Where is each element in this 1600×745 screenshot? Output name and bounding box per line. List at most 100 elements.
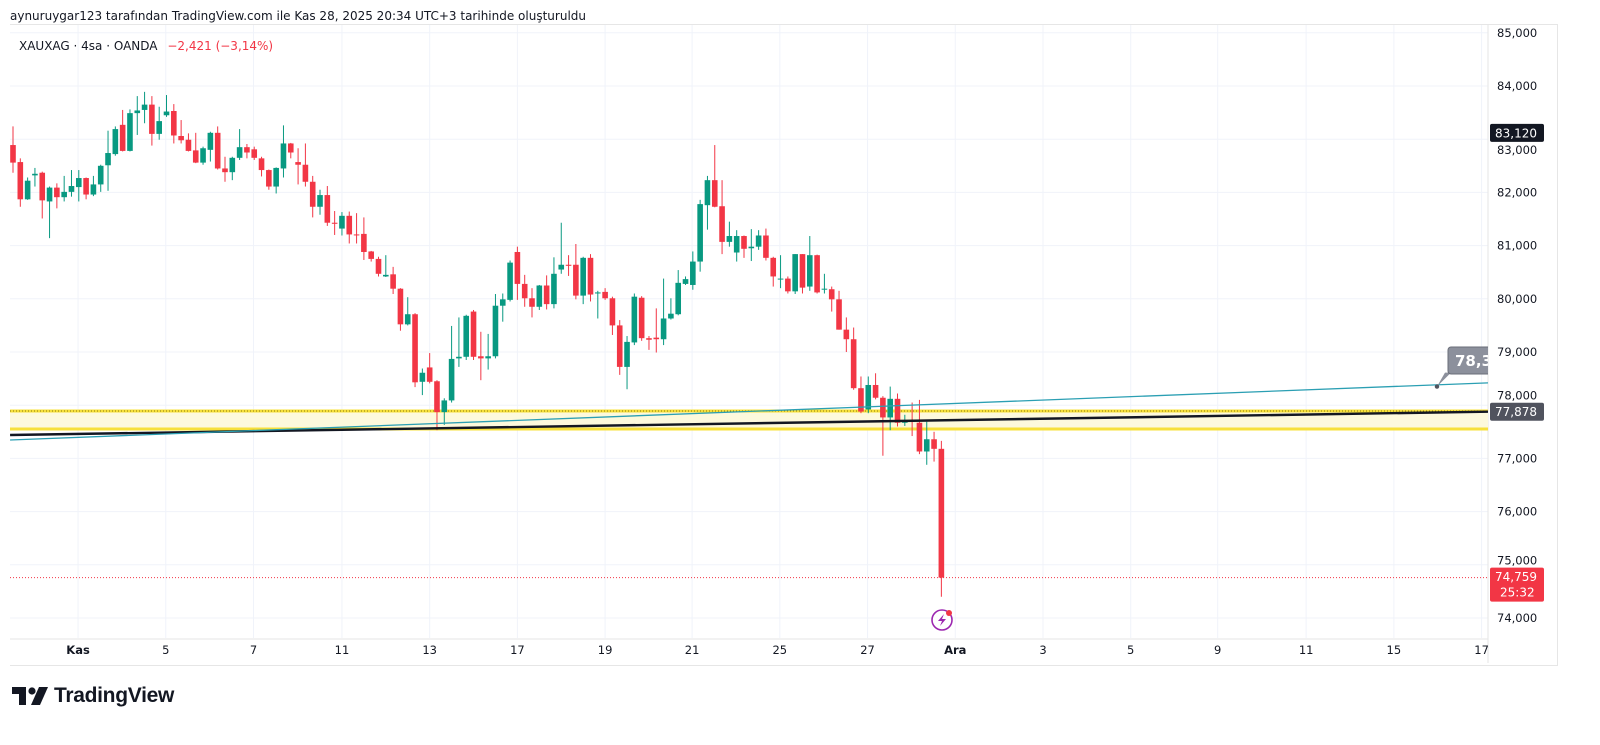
candle-body bbox=[726, 236, 733, 242]
time-tick-label: 7 bbox=[250, 643, 257, 657]
candle-body bbox=[938, 448, 945, 578]
candle bbox=[61, 175, 67, 202]
candle-body bbox=[573, 264, 579, 296]
candle bbox=[75, 170, 82, 202]
candle-body bbox=[609, 298, 616, 326]
teal-trendline[interactable] bbox=[10, 382, 1488, 441]
candle-body bbox=[653, 337, 660, 340]
candle-body bbox=[777, 278, 784, 280]
candle-body bbox=[478, 356, 484, 359]
candle bbox=[931, 431, 937, 462]
price-tick-label: 82,000 bbox=[1497, 185, 1537, 199]
trendline-price-label-box bbox=[1490, 402, 1544, 421]
candle-body bbox=[390, 274, 396, 289]
candle-body bbox=[646, 338, 652, 340]
tradingview-logo[interactable]: TradingView bbox=[12, 684, 174, 708]
candle bbox=[397, 288, 404, 331]
candle bbox=[551, 257, 557, 309]
candle-body bbox=[361, 233, 367, 252]
candle-body bbox=[543, 285, 550, 305]
price-tick-label: 85,000 bbox=[1497, 26, 1537, 40]
price-tick-label: 76,000 bbox=[1497, 505, 1537, 519]
candle-body bbox=[463, 315, 470, 357]
candle-body bbox=[602, 291, 608, 299]
candle bbox=[660, 278, 667, 346]
candle-body bbox=[353, 234, 360, 236]
candle bbox=[346, 211, 353, 244]
candle bbox=[565, 255, 572, 276]
last-price-text: 74,759 bbox=[1495, 570, 1537, 584]
candle-body bbox=[229, 157, 236, 173]
candle bbox=[792, 254, 798, 295]
candle-body bbox=[697, 204, 703, 262]
candle bbox=[785, 276, 791, 294]
candle bbox=[185, 133, 192, 152]
candle bbox=[317, 189, 323, 215]
candle-body bbox=[880, 397, 886, 418]
trendline-price-label-text: 77,878 bbox=[1495, 405, 1537, 419]
candle-body bbox=[887, 398, 893, 418]
candle-body bbox=[127, 113, 133, 151]
candle bbox=[938, 440, 945, 597]
candle-body bbox=[83, 178, 89, 195]
price-change: −2,421 (−3,14%) bbox=[167, 39, 274, 53]
callout-label: 78,3 bbox=[1455, 352, 1492, 370]
candle-body bbox=[200, 148, 206, 163]
candle bbox=[302, 143, 309, 187]
candle-body bbox=[266, 170, 272, 187]
candle-body bbox=[704, 180, 711, 206]
candle bbox=[704, 175, 711, 230]
callout-box[interactable] bbox=[1447, 346, 1494, 375]
symbol-legend[interactable]: XAUXAG · 4sa · OANDA −2,421 (−3,14%) bbox=[19, 39, 273, 53]
candle bbox=[602, 288, 608, 300]
candle bbox=[675, 270, 682, 316]
candle bbox=[236, 129, 243, 160]
candle bbox=[353, 213, 360, 244]
time-tick-label: 27 bbox=[860, 643, 875, 657]
candle-body bbox=[441, 400, 448, 413]
candle bbox=[638, 296, 645, 341]
candle bbox=[54, 183, 60, 209]
candle-body bbox=[814, 255, 820, 293]
candle-body bbox=[17, 162, 24, 200]
candle bbox=[543, 275, 550, 310]
candle-body bbox=[470, 311, 477, 357]
candle-body bbox=[748, 246, 755, 249]
candle bbox=[426, 353, 433, 384]
candle bbox=[404, 297, 411, 326]
candle-body bbox=[675, 282, 682, 315]
candle-body bbox=[383, 274, 389, 277]
price-tick-label: 75,000 bbox=[1497, 554, 1537, 568]
chart-frame bbox=[10, 24, 1558, 666]
candle bbox=[733, 230, 740, 262]
candle bbox=[770, 256, 777, 287]
time-tick-label: 3 bbox=[1039, 643, 1046, 657]
candle-body bbox=[711, 180, 718, 207]
candle-body bbox=[412, 314, 418, 383]
candle bbox=[646, 336, 652, 350]
candle-body bbox=[858, 388, 864, 412]
price-labels: 83,120 77,878 74,759 25:32 bbox=[1490, 123, 1544, 602]
candle bbox=[156, 106, 162, 140]
candle-body bbox=[741, 236, 747, 249]
price-tick-label: 84,000 bbox=[1497, 79, 1537, 93]
candle bbox=[17, 158, 24, 207]
candle bbox=[383, 255, 389, 277]
callout-anchor-dot[interactable] bbox=[1434, 384, 1440, 389]
candle-body bbox=[426, 367, 433, 382]
candle bbox=[134, 96, 141, 135]
support-zone-fill[interactable] bbox=[10, 411, 1488, 429]
candle-body bbox=[631, 296, 638, 343]
candle bbox=[390, 266, 396, 295]
high-price-label-text: 83,120 bbox=[1495, 126, 1537, 140]
candle-body bbox=[448, 358, 455, 401]
candle-body bbox=[616, 325, 623, 367]
candle-body bbox=[865, 384, 872, 410]
lightning-event-icon[interactable] bbox=[931, 609, 953, 631]
time-tick-label: 11 bbox=[1299, 643, 1314, 657]
candle-body bbox=[668, 313, 674, 319]
candle-body bbox=[302, 164, 309, 182]
candle-body bbox=[850, 339, 857, 389]
candle-body bbox=[624, 341, 630, 367]
